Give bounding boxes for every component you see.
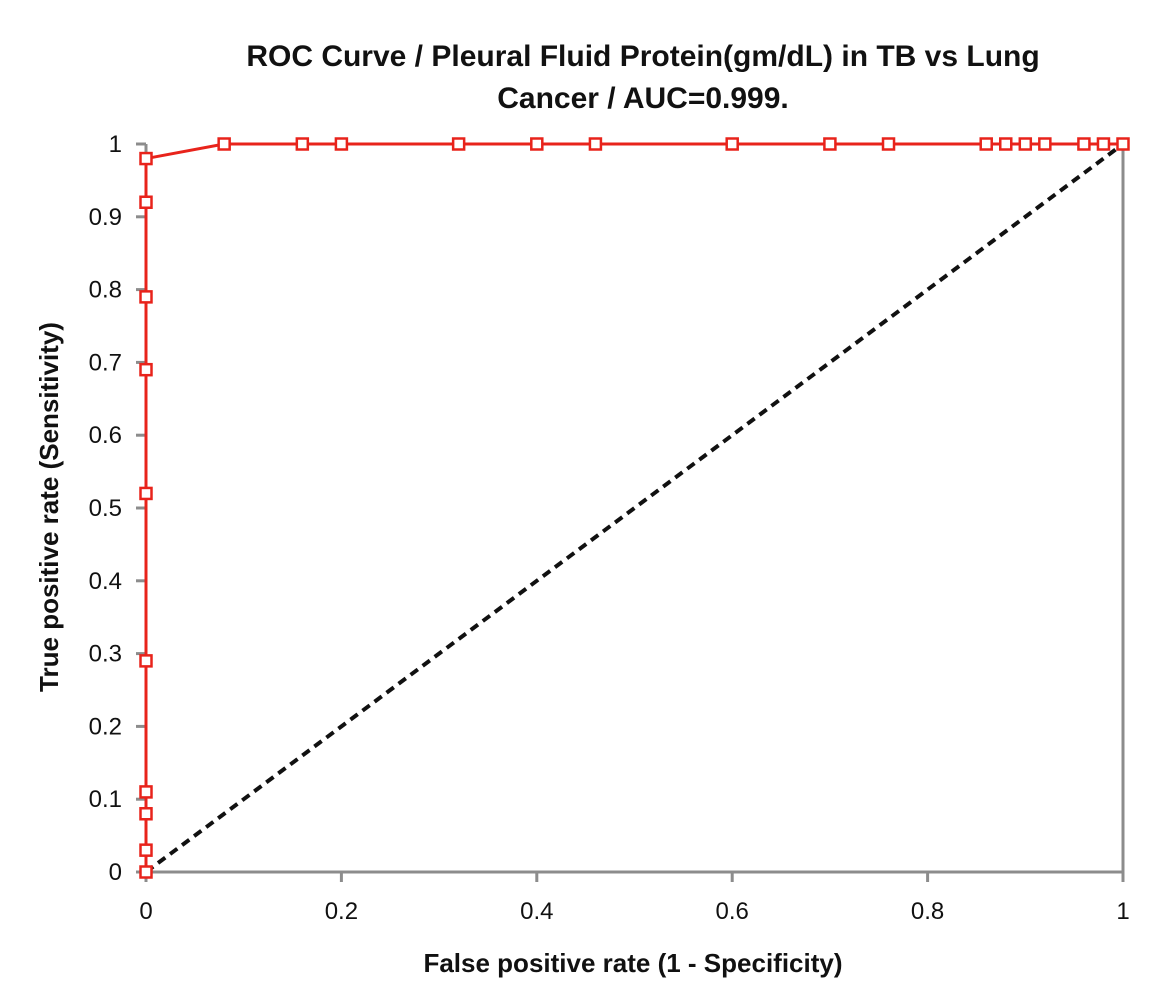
- roc-point-marker: [139, 151, 153, 166]
- roc-point-marker: [334, 137, 349, 151]
- y-tick-label: 1: [109, 131, 122, 158]
- roc-point-marker: [588, 137, 603, 151]
- roc-point-marker: [1077, 137, 1091, 151]
- y-tick-label: 0.6: [89, 422, 122, 449]
- y-tick-label: 0.5: [89, 495, 122, 522]
- x-tick-label: 0.4: [520, 898, 553, 925]
- y-tick-label: 0.9: [89, 204, 122, 231]
- chart-title-line-2: Cancer / AUC=0.999.: [497, 82, 789, 115]
- roc-point-marker: [139, 785, 153, 799]
- roc-point-marker: [295, 137, 310, 151]
- y-tick-label: 0.2: [89, 713, 122, 740]
- roc-point-marker: [139, 807, 153, 821]
- roc-point-marker: [1018, 137, 1033, 151]
- roc-point-marker: [139, 486, 153, 501]
- x-axis-label: False positive rate (1 - Specificity): [423, 948, 842, 978]
- roc-point-marker: [139, 290, 153, 304]
- roc-point-marker: [217, 137, 231, 151]
- series: [139, 137, 1130, 879]
- x-tick-label: 0.6: [716, 898, 749, 925]
- roc-point-marker: [881, 137, 896, 151]
- x-tick-label: 0.2: [325, 898, 358, 925]
- y-tick-label: 0.1: [89, 786, 122, 813]
- roc-point-marker: [999, 137, 1013, 151]
- reference-diagonal-line: [144, 142, 1125, 874]
- y-tick-label: 0.4: [89, 568, 122, 595]
- roc-point-marker: [823, 137, 837, 151]
- y-axis-label: True positive rate (Sensitivity): [34, 322, 64, 692]
- y-tick-label: 0.7: [89, 349, 122, 376]
- roc-point-marker: [1116, 137, 1130, 151]
- roc-point-marker: [979, 137, 993, 151]
- x-tick-label: 1: [1116, 898, 1129, 925]
- x-tick-label: 0: [139, 898, 152, 925]
- roc-point-marker: [1096, 137, 1111, 151]
- tick-labels: 0 0.1 0.2 0.3 0.4 0.5 0.6 0.7 0.8 0.9 1 0 0.2 0.4 0.6 0…: [89, 131, 1130, 925]
- x-tick-label: 0.8: [911, 898, 944, 925]
- roc-point-marker: [530, 137, 544, 151]
- roc-point-marker: [1038, 137, 1052, 151]
- roc-point-marker: [725, 137, 739, 151]
- roc-point-marker: [451, 137, 466, 151]
- chart-title: ROC Curve / Pleural Fluid Protein(gm/dL)…: [246, 40, 1039, 115]
- y-tick-label: 0: [109, 859, 122, 886]
- roc-point-marker: [139, 865, 153, 879]
- y-tick-label: 0.3: [89, 641, 122, 668]
- y-tick-label: 0.8: [89, 277, 122, 304]
- roc-point-marker: [139, 362, 153, 377]
- roc-point-marker: [139, 195, 153, 209]
- roc-point-marker: [139, 843, 153, 857]
- chart-title-line-1: ROC Curve / Pleural Fluid Protein(gm/dL)…: [246, 40, 1039, 73]
- roc-point-marker: [139, 654, 153, 668]
